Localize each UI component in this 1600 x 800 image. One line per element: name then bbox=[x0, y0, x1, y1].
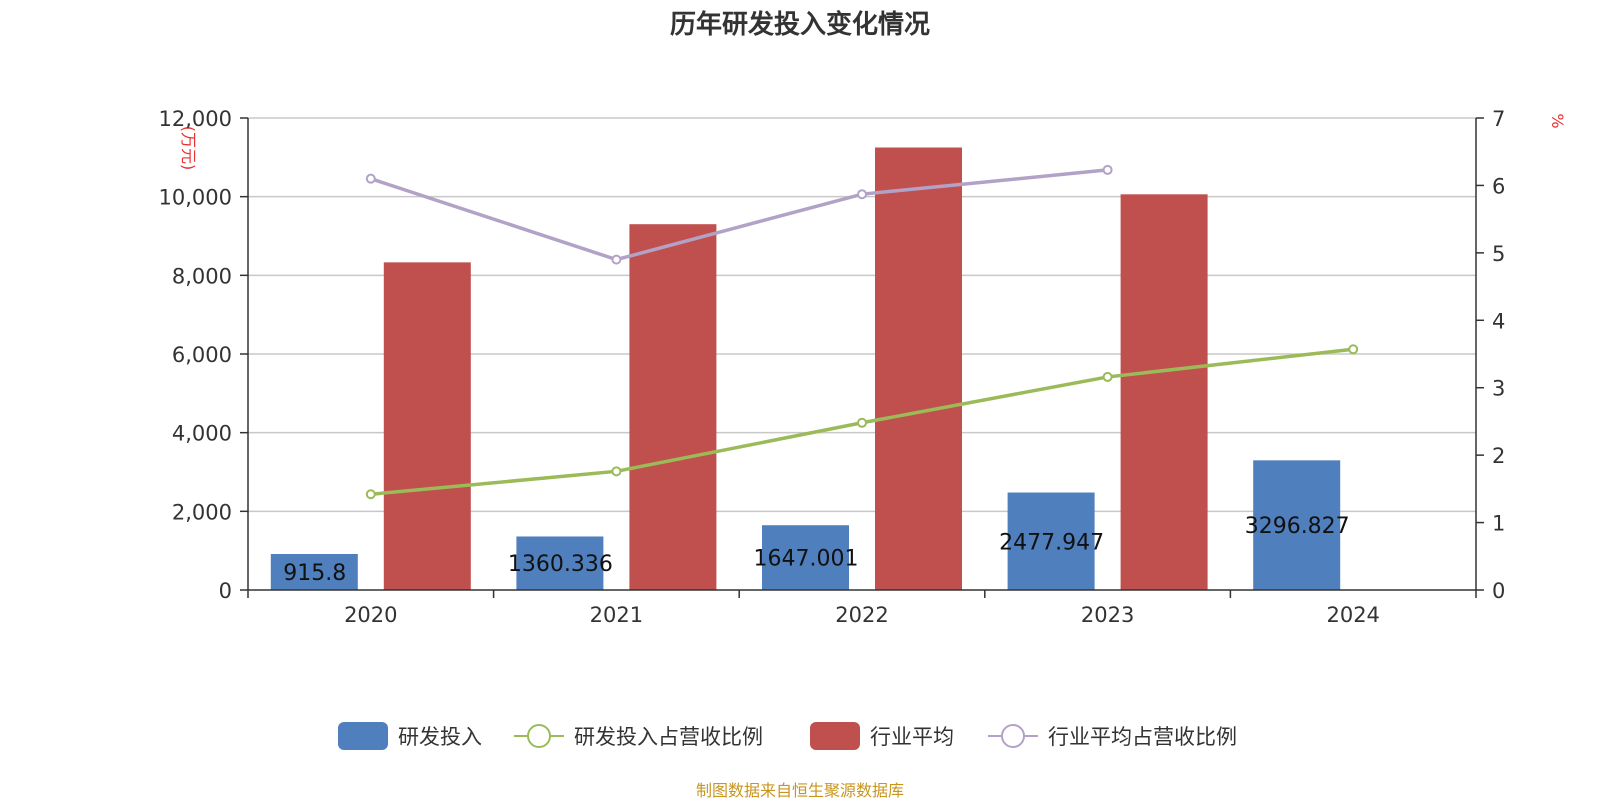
industry-bar bbox=[383, 262, 471, 590]
industry-ratio-point bbox=[1102, 164, 1113, 175]
right-tick-label: 4 bbox=[1492, 309, 1505, 333]
rd-bar bbox=[762, 525, 849, 590]
right-tick-label: 2 bbox=[1492, 444, 1505, 468]
rd-bar bbox=[270, 553, 358, 590]
bars bbox=[270, 147, 1341, 590]
rd-ratio-point bbox=[857, 417, 867, 428]
left-axis-unit: (万元) bbox=[179, 126, 198, 171]
right-tick-label: 1 bbox=[1492, 512, 1505, 536]
x-tick-label: 2021 bbox=[590, 603, 643, 627]
right-tick-label: 3 bbox=[1492, 377, 1505, 401]
right-tick-label: 7 bbox=[1492, 107, 1505, 131]
legend-label: 行业平均 bbox=[870, 725, 954, 749]
x-tick-label: 2022 bbox=[835, 603, 888, 627]
legend-swatch-bar bbox=[810, 722, 860, 750]
rd-bar bbox=[1007, 492, 1095, 590]
right-tick-label: 5 bbox=[1492, 242, 1505, 266]
left-tick-label: 4,000 bbox=[172, 422, 232, 446]
industry-ratio-point bbox=[857, 189, 867, 200]
right-tick-label: 6 bbox=[1492, 174, 1505, 198]
chart-title: 历年研发投入变化情况 bbox=[670, 9, 930, 40]
data-labels: 915.8 1360.336 1647.001 2477.947 3296.827 bbox=[283, 514, 1349, 586]
right-axis-unit: % bbox=[1548, 113, 1567, 128]
left-tick-label: 2,000 bbox=[172, 500, 232, 524]
legend-swatch-marker bbox=[527, 724, 551, 748]
legend-label: 行业平均占营收比例 bbox=[1048, 725, 1237, 749]
rd-bar-label: 2477.947 bbox=[999, 530, 1104, 555]
source-note: 制图数据来自恒生聚源数据库 bbox=[696, 781, 904, 800]
rd-ratio-point bbox=[1102, 371, 1113, 382]
industry-bar bbox=[1120, 194, 1208, 590]
x-tick-label: 2024 bbox=[1326, 603, 1379, 627]
left-tick-label: 6,000 bbox=[172, 343, 232, 367]
rd-bar-label: 1360.336 bbox=[508, 552, 613, 577]
rd-bar bbox=[1253, 460, 1341, 590]
legend: 研发投入 研发投入占营收比例 行业平均 行业平均占营收比例 bbox=[338, 722, 1237, 750]
legend-swatch-marker bbox=[1001, 724, 1025, 748]
x-tick-label: 2023 bbox=[1081, 603, 1134, 627]
axes: 0 2,000 4,000 6,000 8,000 10,000 12,000 0 1 2 3 4 5 6… bbox=[159, 107, 1506, 627]
rd-bar-label: 915.8 bbox=[283, 561, 346, 586]
left-tick-label: 10,000 bbox=[159, 186, 232, 210]
rd-bar bbox=[516, 536, 604, 590]
rd-ratio-point bbox=[611, 466, 622, 477]
industry-bar bbox=[629, 224, 717, 590]
rd-ratio-point bbox=[365, 489, 376, 500]
left-tick-label: 12,000 bbox=[159, 107, 232, 131]
x-tick-label: 2020 bbox=[344, 603, 397, 627]
right-tick-label: 0 bbox=[1492, 579, 1505, 603]
legend-label: 研发投入占营收比例 bbox=[574, 725, 763, 749]
legend-swatch-bar bbox=[338, 722, 388, 750]
industry-ratio-line bbox=[370, 168, 1108, 262]
left-tick-label: 0 bbox=[219, 579, 232, 603]
rd-bar-label: 1647.001 bbox=[754, 547, 859, 572]
lines bbox=[365, 164, 1359, 500]
left-tick-label: 8,000 bbox=[172, 264, 232, 288]
industry-bar bbox=[875, 147, 962, 590]
rd-bar-label: 3296.827 bbox=[1245, 514, 1350, 539]
rd-ratio-point bbox=[1348, 344, 1359, 355]
legend-label: 研发投入 bbox=[398, 725, 482, 749]
industry-ratio-point bbox=[611, 254, 622, 265]
industry-ratio-point bbox=[365, 173, 376, 184]
